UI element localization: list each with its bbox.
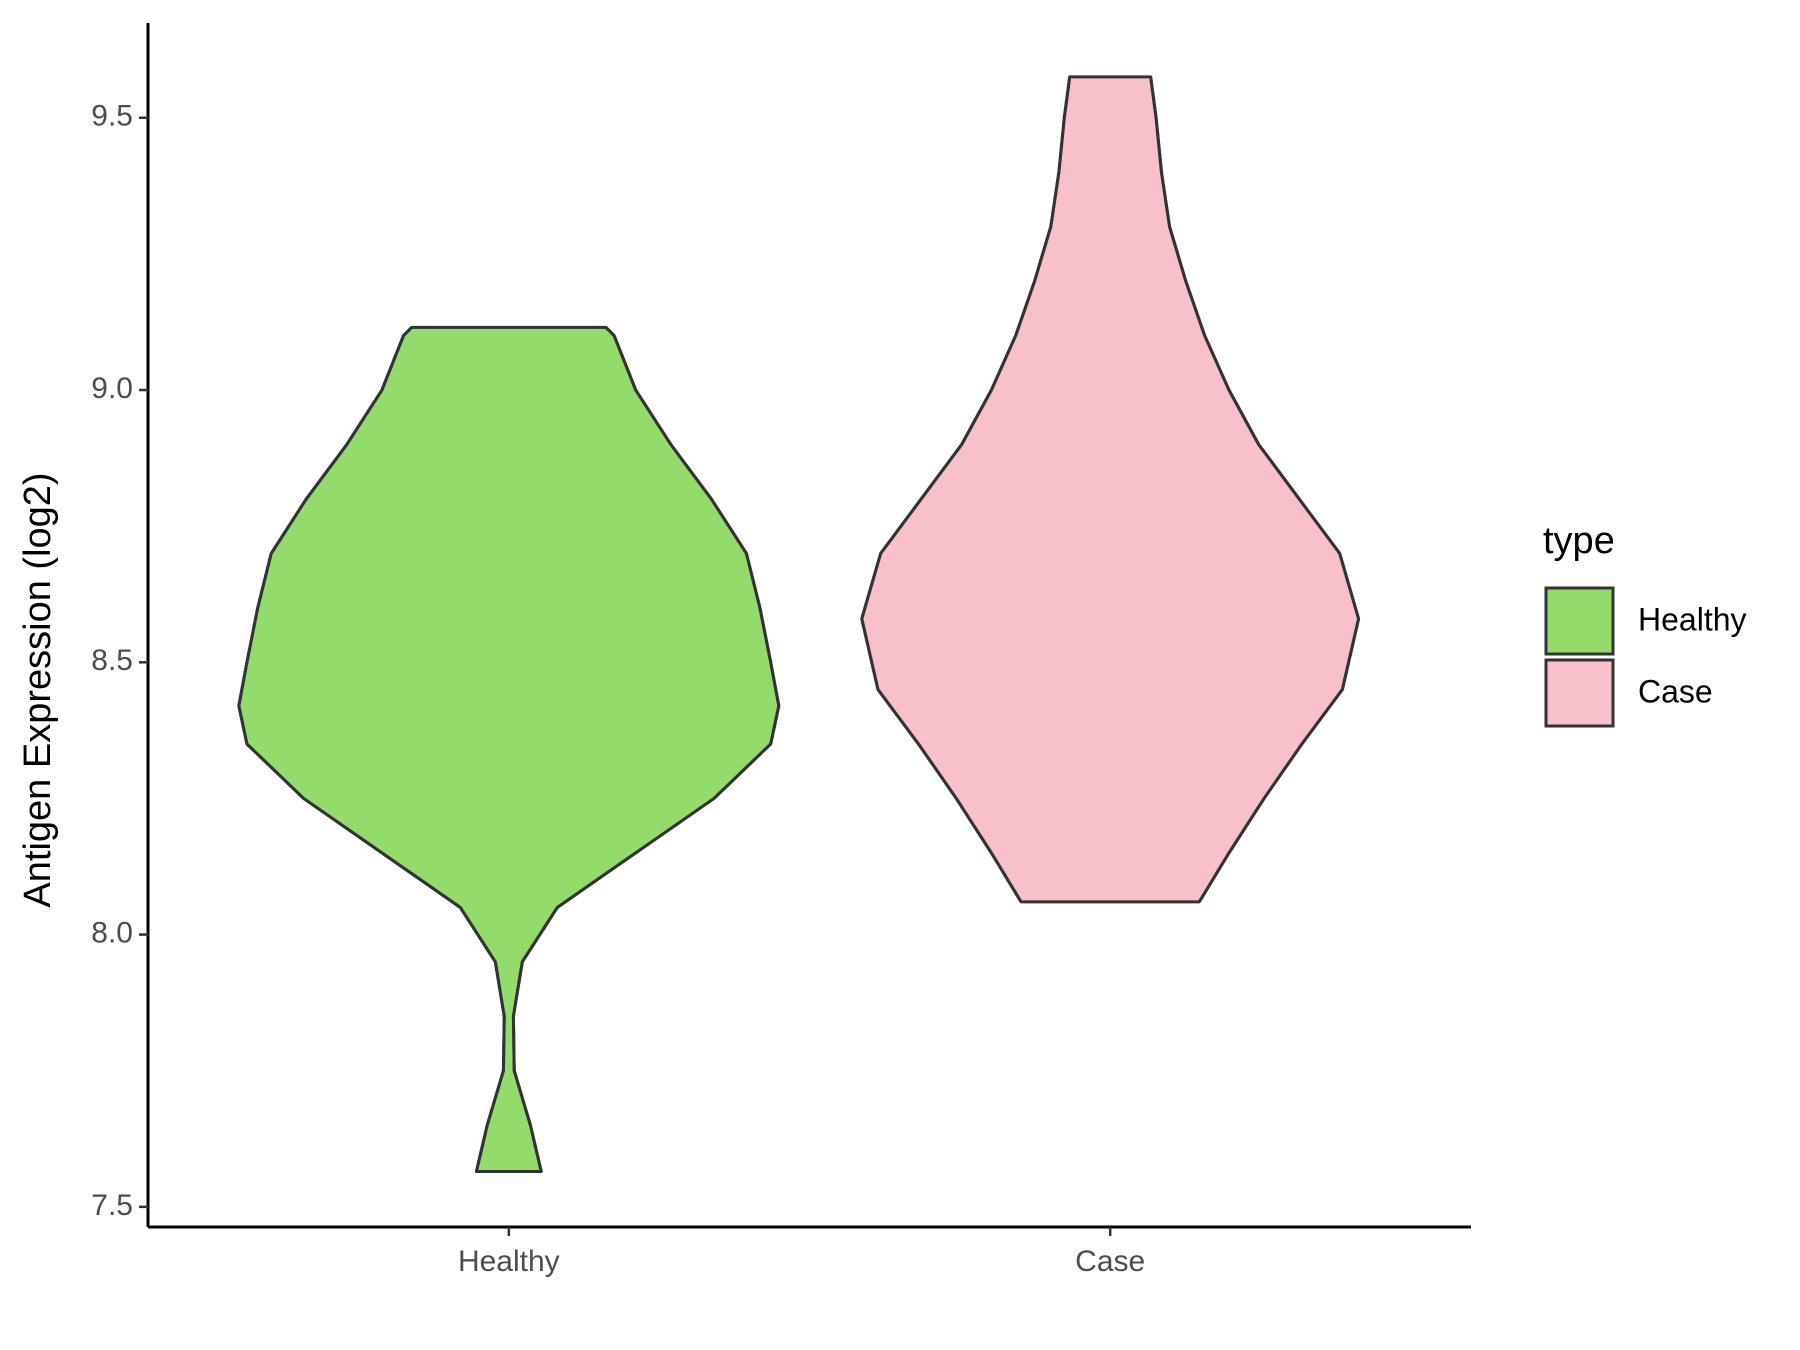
y-axis-title: Antigen Expression (log2) [17, 472, 59, 907]
legend-key [1544, 586, 1615, 656]
legend-label: Healthy [1638, 601, 1747, 637]
x-tick-label: Case [1075, 1245, 1145, 1278]
y-tick-label: 8.0 [91, 916, 133, 949]
violin-body [237, 325, 781, 1173]
legend-label: Case [1638, 673, 1713, 709]
violin-left-edge [860, 76, 1072, 903]
violin-right-edge [1149, 76, 1361, 903]
legend-key [1544, 658, 1615, 728]
violin-left-edge [237, 326, 506, 1172]
y-tick-label: 9.0 [91, 372, 133, 405]
y-tick-label: 9.5 [91, 100, 133, 133]
x-tick-label: Healthy [458, 1245, 560, 1278]
violin-body [860, 75, 1361, 904]
y-tick-label: 7.5 [91, 1189, 133, 1222]
legend-title: type [1543, 520, 1615, 562]
y-tick-label: 8.5 [91, 644, 133, 677]
violin-right-edge [511, 326, 781, 1172]
